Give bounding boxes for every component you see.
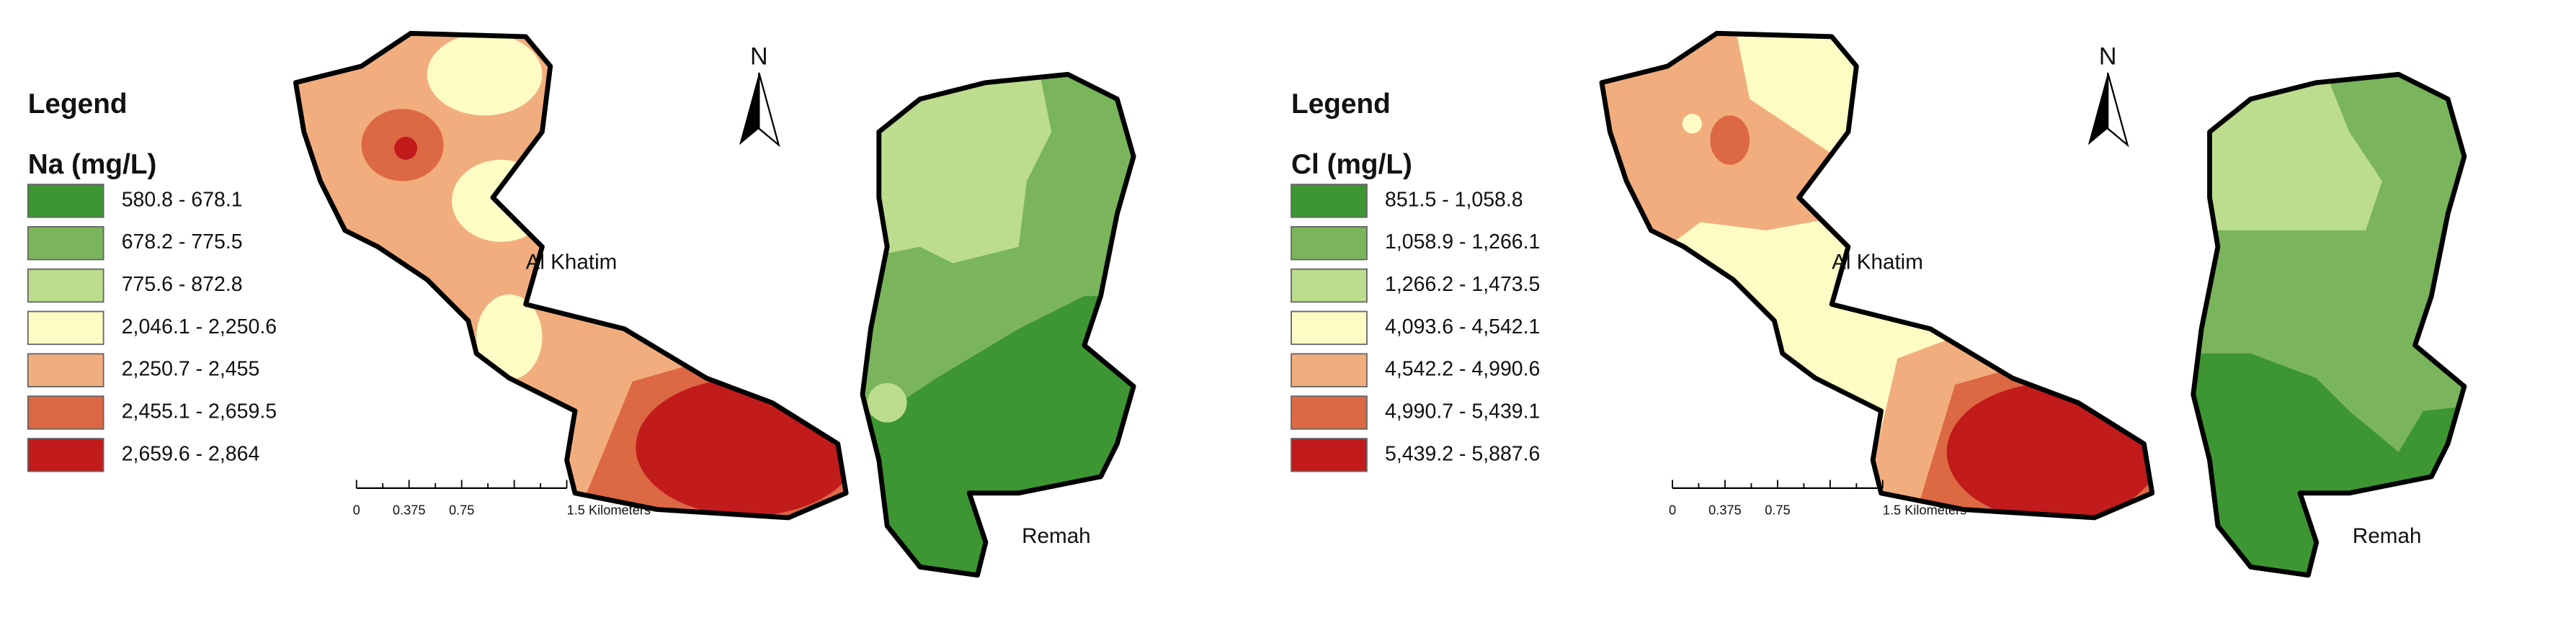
zone xyxy=(1710,115,1750,165)
legend-title: Legend xyxy=(28,89,128,120)
legend-swatch xyxy=(1291,395,1368,430)
north-arrow xyxy=(2087,73,2108,145)
legend-label: 2,046.1 - 2,250.6 xyxy=(122,315,277,338)
zone xyxy=(636,378,847,516)
legend-swatch xyxy=(1291,353,1368,387)
scale-label: 0.375 xyxy=(393,503,426,518)
scale-label: 1.5 Kilometers xyxy=(1883,503,1966,518)
legend-label: 775.6 - 872.8 xyxy=(122,273,243,296)
place-label: Remah xyxy=(1022,524,1091,548)
zone xyxy=(451,159,551,242)
legend-swatch xyxy=(27,310,104,346)
legend-label: 4,542.2 - 4,990.6 xyxy=(1385,358,1540,381)
legend-label: 2,250.7 - 2,455 xyxy=(122,358,260,381)
north-arrow xyxy=(758,72,780,148)
legend-label: 4,093.6 - 4,542.1 xyxy=(1385,315,1540,338)
legend-label: 1,266.2 - 1,473.5 xyxy=(1385,273,1540,296)
scale-label: 0.75 xyxy=(1765,503,1790,518)
legend-label: 678.2 - 775.5 xyxy=(122,230,243,253)
legend-label: 851.5 - 1,058.8 xyxy=(1385,188,1523,211)
zone xyxy=(476,294,543,380)
north-label: N xyxy=(2099,43,2117,71)
legend-label: 5,439.2 - 5,887.6 xyxy=(1385,442,1540,465)
legend-swatch xyxy=(1291,438,1368,472)
legend-swatch xyxy=(1291,184,1368,218)
legend-label: 580.8 - 678.1 xyxy=(122,188,243,211)
legend-swatch xyxy=(1291,310,1368,346)
zone xyxy=(1682,114,1703,134)
scale-label: 1.5 Kilometers xyxy=(567,503,651,518)
legend: Legend Cl (mg/L) 851.5 - 1,058.8 1,058.9 - … xyxy=(1291,89,1540,472)
legend-variable: Na (mg/L) xyxy=(28,149,157,180)
scale-label: 0 xyxy=(1669,503,1676,518)
legend-swatch xyxy=(27,225,104,261)
scale-label: 0.375 xyxy=(1708,503,1742,518)
map-al-khatim xyxy=(246,1,904,559)
legend-swatch xyxy=(27,353,104,387)
scale-label: 0.75 xyxy=(449,503,474,518)
place-label: Remah xyxy=(2353,524,2422,548)
legend-title: Legend xyxy=(1291,89,1391,120)
legend-label: 2,455.1 - 2,659.5 xyxy=(122,400,277,423)
legend-swatch xyxy=(1291,268,1368,303)
map-remah xyxy=(821,50,1183,608)
legend-variable: Cl (mg/L) xyxy=(1291,149,1412,180)
north-arrow xyxy=(739,73,759,145)
legend-swatch xyxy=(27,438,104,472)
zone xyxy=(867,382,907,423)
place-label: Al Khatim xyxy=(526,250,618,274)
legend-label: 4,990.7 - 5,439.1 xyxy=(1385,400,1540,423)
legend: Legend Na (mg/L) 580.8 - 678.1 678.2 - 775.… xyxy=(27,89,277,472)
place-label: Al Khatim xyxy=(1832,250,1923,274)
legend-swatch xyxy=(27,395,104,430)
legend-label: 1,058.9 - 1,266.1 xyxy=(1385,230,1540,253)
zone xyxy=(1946,382,2152,518)
legend-swatch xyxy=(1291,225,1368,261)
zone xyxy=(427,33,543,116)
zone xyxy=(862,74,1052,264)
north-label: N xyxy=(750,43,768,71)
legend-label: 2,659.6 - 2,864 xyxy=(122,442,260,465)
zone xyxy=(394,136,418,160)
map-remah xyxy=(2152,50,2514,608)
legend-swatch xyxy=(27,268,104,303)
north-arrow xyxy=(2107,72,2129,148)
legend-swatch xyxy=(27,184,104,218)
scale-label: 0 xyxy=(353,503,360,518)
